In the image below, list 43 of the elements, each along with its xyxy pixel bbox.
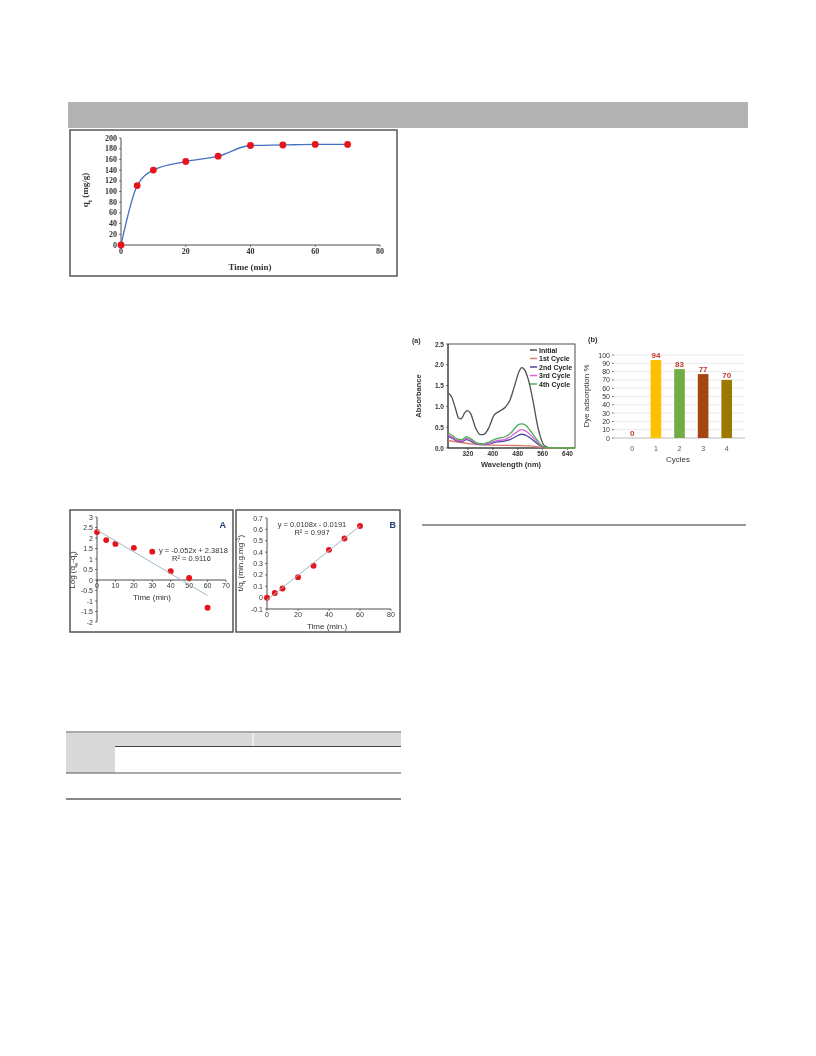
y-tick-label: 40 [109, 219, 117, 229]
y-tick-label: 60 [109, 208, 117, 218]
point [103, 537, 110, 544]
point [133, 182, 141, 190]
annotation: B [389, 520, 397, 530]
point [311, 141, 319, 148]
point [130, 544, 137, 551]
bar [697, 374, 709, 438]
bar [721, 379, 733, 438]
data-label: 77 [698, 365, 709, 375]
y-tick-label: 100 [105, 187, 117, 196]
x-tick-label: 40 [246, 246, 255, 256]
x-tick-label: 60 [311, 246, 320, 256]
bar [650, 359, 662, 438]
x-axis-title: Time (min) [133, 593, 172, 602]
x-axis-title: Time (min.) [306, 622, 348, 631]
point [204, 604, 211, 611]
x-axis-title: Cycles [665, 455, 691, 464]
data-label: 70 [722, 370, 732, 380]
y-tick-label: 180 [105, 144, 117, 154]
y-tick-label: 140 [105, 165, 117, 175]
y-tick-label: 20 [109, 229, 117, 239]
point [279, 141, 287, 149]
y-tick-label: 160 [105, 154, 117, 164]
annotation: A [219, 520, 227, 530]
point [149, 548, 156, 555]
point [214, 152, 222, 160]
point [186, 574, 193, 581]
data-label: 0 [630, 429, 636, 438]
point [182, 158, 190, 165]
y-axis-title: Dye adsorption % [582, 364, 591, 428]
point [344, 141, 352, 148]
bar [674, 369, 685, 438]
x-tick-label: 80 [376, 246, 384, 256]
data-label: 94 [651, 350, 661, 360]
x-axis-title: Time (min) [228, 262, 272, 272]
y-tick-label: 80 [109, 197, 117, 207]
y-tick-label: 120 [105, 176, 117, 186]
point [149, 166, 157, 174]
data-label: 83 [675, 360, 685, 370]
point [247, 142, 254, 149]
x-tick-label: 20 [181, 246, 190, 256]
y-tick-label: 200 [105, 133, 117, 143]
